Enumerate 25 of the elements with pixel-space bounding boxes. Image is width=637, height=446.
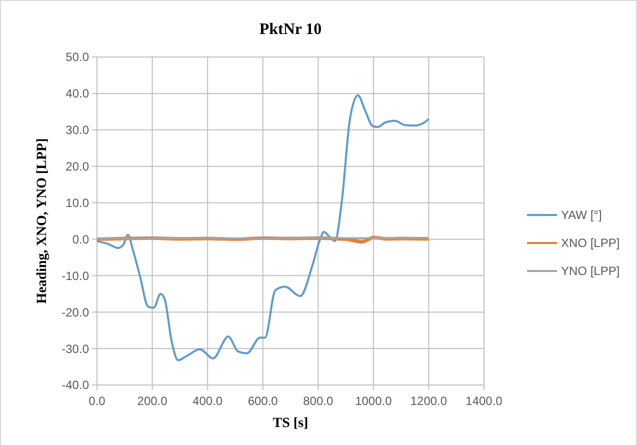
x-tick-label: 0.0: [88, 394, 106, 408]
y-tick-label: -10.0: [62, 268, 90, 283]
line-series: [96, 94, 430, 362]
x-tick-label: 1400.0: [466, 394, 503, 408]
legend-label: XNO [LPP]: [561, 236, 620, 250]
x-tick-label: 800.0: [303, 394, 334, 408]
y-tick-label: 0.0: [72, 232, 90, 246]
y-tick-label: -20.0: [62, 305, 90, 320]
y-tick-label: -30.0: [62, 342, 90, 356]
legend-label: YNO [LPP]: [561, 264, 620, 278]
y-tick-label: 20.0: [66, 160, 90, 174]
chart-title: PktNr 10: [259, 21, 322, 38]
x-tick-label: 1200.0: [410, 394, 448, 408]
x-tick-label: 1000.0: [355, 394, 392, 408]
y-tick-label: 30.0: [66, 123, 90, 138]
x-tick-label: 200.0: [137, 394, 168, 408]
x-tick-label: 400.0: [192, 394, 223, 408]
y-axis-title: Heading, XNO, YNO [LPP]: [35, 138, 50, 304]
x-tick-label: 600.0: [248, 394, 278, 408]
y-tick-label: 50.0: [66, 50, 90, 64]
y-tick-label: 10.0: [66, 196, 90, 210]
legend-label: YAW [°]: [561, 208, 602, 222]
y-tick-label: -40.0: [62, 378, 90, 392]
y-tick-label: 40.0: [66, 86, 90, 101]
x-axis-title: TS [s]: [272, 416, 308, 431]
